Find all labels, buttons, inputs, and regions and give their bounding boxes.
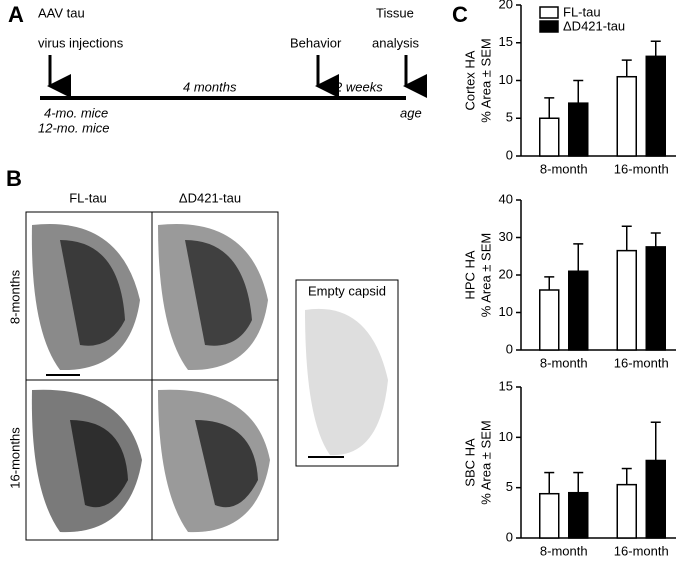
bar [616, 249, 637, 351]
bar [616, 75, 637, 157]
bar [645, 246, 666, 351]
y-axis-label: HPC HA [462, 250, 477, 299]
panel-label: A [8, 2, 24, 27]
y-tick-label: 15 [499, 34, 513, 49]
x-tick-label: 16-month [614, 355, 669, 370]
y-tick-label: 20 [499, 0, 513, 11]
bar [539, 117, 560, 157]
y-tick-label: 20 [499, 266, 513, 281]
x-tick-label: 8-month [540, 543, 588, 558]
brain-images [31, 223, 388, 533]
legend-label: ΔD421-tau [563, 18, 625, 33]
y-axis-label: Cortex HA [462, 50, 477, 110]
y-tick-label: 40 [499, 191, 513, 206]
image-label: Empty capsid [308, 283, 386, 298]
panel-label: B [6, 166, 22, 191]
y-tick-label: 15 [499, 378, 513, 393]
y-tick-label: 10 [499, 72, 513, 87]
x-tick-label: 8-month [540, 161, 588, 176]
bar [539, 492, 560, 539]
y-axis-label: % Area ± SEM [478, 38, 493, 122]
y-tick-label: 5 [506, 479, 513, 494]
timeline-text: 4-mo. mice [44, 105, 108, 120]
row-label: 8-months [7, 269, 22, 324]
y-tick-label: 5 [506, 110, 513, 125]
bar [616, 483, 637, 539]
x-tick-label: 16-month [614, 161, 669, 176]
timeline-text: AAV tau [38, 5, 85, 20]
row-label: 16-months [7, 427, 22, 489]
y-tick-label: 0 [506, 147, 513, 162]
bar [568, 491, 589, 539]
legend-swatch [539, 20, 559, 33]
y-tick-label: 10 [499, 304, 513, 319]
timeline-text: age [400, 105, 422, 120]
y-tick-label: 30 [499, 229, 513, 244]
timeline-text: 2 weeks [334, 79, 383, 94]
timeline-text: 12-mo. mice [38, 120, 110, 135]
panel-label: C [452, 2, 468, 27]
column-label: ΔD421-tau [179, 190, 241, 205]
timeline-text: analysis [372, 35, 419, 50]
y-axis-label: % Area ± SEM [478, 420, 493, 504]
timeline-text: virus injections [38, 35, 124, 50]
y-axis-label: SBC HA [462, 438, 477, 487]
bar [539, 289, 560, 351]
bar [568, 270, 589, 351]
image-frame [295, 279, 399, 467]
legend-swatch [539, 6, 559, 19]
x-tick-label: 16-month [614, 543, 669, 558]
column-label: FL-tau [69, 190, 107, 205]
y-tick-label: 0 [506, 529, 513, 544]
timeline-text: Behavior [290, 35, 342, 50]
legend-label: FL-tau [563, 4, 601, 19]
x-tick-label: 8-month [540, 355, 588, 370]
bar [645, 55, 666, 157]
timeline-text: Tissue [376, 5, 414, 20]
y-tick-label: 0 [506, 341, 513, 356]
y-axis-label: % Area ± SEM [478, 233, 493, 317]
timeline-text: 4 months [183, 79, 237, 94]
y-tick-label: 10 [499, 429, 513, 444]
bar [568, 102, 589, 157]
bar [645, 459, 666, 539]
